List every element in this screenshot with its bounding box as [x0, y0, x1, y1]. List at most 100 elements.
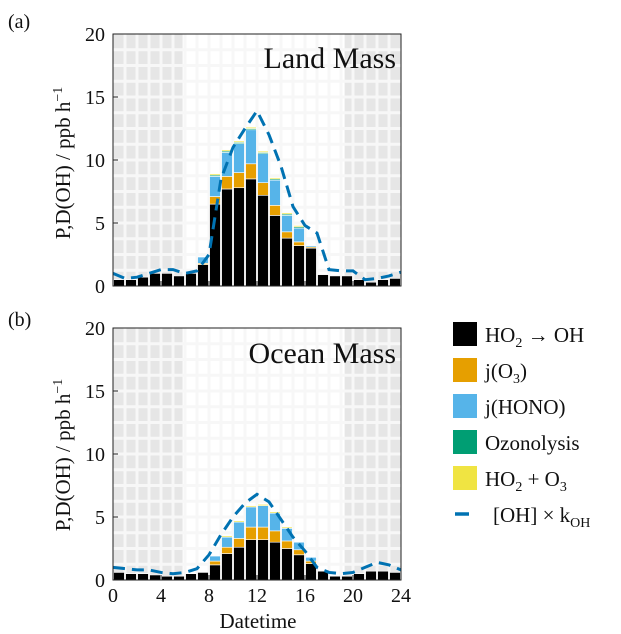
bar-ho2_oh — [293, 245, 305, 287]
y-tick-label: 15 — [85, 381, 105, 403]
bar-jhono — [257, 153, 269, 183]
bar-ho2_oh — [197, 264, 209, 287]
bar-ho2_oh — [341, 575, 353, 581]
panel-label-a: (a) — [8, 11, 30, 33]
legend-label: HO2 + O3 — [485, 467, 567, 495]
bar-ho2_oh — [269, 541, 281, 581]
legend-swatch — [453, 394, 477, 418]
x-tick-label: 12 — [247, 585, 267, 607]
bar-ho2_oh — [353, 279, 365, 287]
oh-k-line-a — [112, 107, 402, 282]
bar-ho2_oh — [221, 553, 233, 581]
bar-ho2_oh — [305, 247, 317, 287]
bar-ho2_oh — [197, 572, 209, 581]
bar-ho2_oh — [161, 273, 173, 287]
bar-ho2_o3 — [221, 535, 233, 538]
x-tick-label: 0 — [108, 585, 118, 607]
bar-ho2_oh — [113, 572, 125, 581]
bar-jo3 — [281, 540, 293, 549]
bar-jhono — [233, 521, 245, 539]
bar-jo3 — [293, 241, 305, 246]
bar-ho2_oh — [353, 573, 365, 581]
bar-jhono — [221, 536, 233, 548]
bar-ho2_o3 — [269, 177, 281, 180]
bar-ho2_o3 — [233, 520, 245, 523]
bar-ho2_oh — [161, 575, 173, 581]
bar-ho2_o3 — [269, 511, 281, 514]
bar-jo3 — [233, 172, 245, 189]
bar-ho2_oh — [209, 564, 221, 581]
oh-k-line-b — [112, 492, 402, 576]
bar-jo3 — [209, 560, 221, 566]
bar-ho2_oh — [389, 278, 401, 287]
bar-jhono — [209, 555, 221, 562]
legend-label: Ozonolysis — [485, 431, 580, 455]
x-tick-label: 4 — [156, 585, 166, 607]
legend-label: [OH] × kOH — [493, 503, 590, 531]
bar-ho2_oh — [269, 215, 281, 287]
bar-ho2_oh — [281, 548, 293, 581]
bar-ho2_o3 — [257, 504, 269, 506]
bar-jhono — [245, 129, 257, 165]
bar-ho2_oh — [173, 575, 185, 581]
bar-jo3 — [245, 163, 257, 180]
bar-ho2_o3 — [209, 173, 221, 176]
bar-jhono — [293, 227, 305, 243]
legend-item-ho2_oh: HO2 → OH — [453, 322, 584, 351]
grid-b — [113, 328, 401, 580]
bar-ho2_o3 — [245, 126, 257, 129]
bar-ho2_oh — [257, 194, 269, 287]
y-tick-label: 0 — [95, 570, 105, 592]
bars-a — [113, 126, 401, 287]
panel-ocean-mass: (b) P,D(OH) / ppb h−1 0 5 10 15 20 0 4 8 12 16 20 2… — [8, 309, 411, 633]
legend-label: HO2 → OH — [485, 323, 584, 351]
bar-ho2_oh — [149, 574, 161, 581]
legend-swatch — [453, 466, 477, 490]
y-tick-label: 5 — [95, 213, 105, 235]
bar-jo3 — [233, 538, 245, 548]
legend-item-jhono: j(HONO) — [453, 394, 565, 419]
bar-jo3 — [257, 182, 269, 196]
bar-ho2_o3 — [281, 212, 293, 215]
bar-ho2_oh — [233, 187, 245, 287]
y-tick-label: 0 — [95, 276, 105, 298]
bar-ho2_oh — [389, 572, 401, 581]
bar-ho2_oh — [365, 570, 377, 581]
tick-labels-b: 0 5 10 15 20 0 4 8 12 16 20 24 — [85, 318, 411, 607]
bar-ho2_o3 — [245, 505, 257, 508]
bar-ho2_oh — [257, 539, 269, 581]
panel-label-b: (b) — [8, 309, 31, 331]
bar-ho2_oh — [317, 274, 329, 287]
bar-ho2_o3 — [281, 526, 293, 529]
bar-ho2_o3 — [233, 140, 245, 143]
bar-ho2_oh — [293, 554, 305, 581]
y-axis-label-a: P,D(OH) / ppb h−1 — [51, 87, 75, 240]
bar-jo3 — [269, 530, 281, 543]
bar-ho2_oh — [365, 281, 377, 287]
x-tick-label: 20 — [343, 585, 363, 607]
y-tick-label: 20 — [85, 24, 105, 46]
legend-item-jo3: j(O3) — [453, 358, 527, 387]
bar-ho2_o3 — [257, 150, 269, 153]
bar-ho2_oh — [245, 178, 257, 287]
legend-item-ho2_o3: HO2 + O3 — [453, 466, 567, 495]
y-tick-label: 15 — [85, 87, 105, 109]
y-tick-label: 10 — [85, 150, 105, 172]
x-tick-label: 24 — [391, 585, 411, 607]
bar-ho2_oh — [233, 546, 245, 581]
bar-ho2_oh — [329, 575, 341, 581]
bar-ho2_oh — [245, 539, 257, 581]
bar-ho2_oh — [185, 573, 197, 581]
bars-b — [113, 504, 401, 581]
y-tick-label: 10 — [85, 444, 105, 466]
y-axis-label-b: P,D(OH) / ppb h−1 — [51, 379, 75, 532]
x-tick-label: 16 — [295, 585, 315, 607]
x-tick-label: 8 — [204, 585, 214, 607]
bar-ho2_oh — [149, 273, 161, 287]
legend-label: j(HONO) — [484, 395, 565, 419]
bar-jo3 — [221, 176, 233, 190]
grid-a — [113, 34, 401, 286]
bar-jo3 — [281, 231, 293, 239]
bar-jo3 — [269, 205, 281, 216]
